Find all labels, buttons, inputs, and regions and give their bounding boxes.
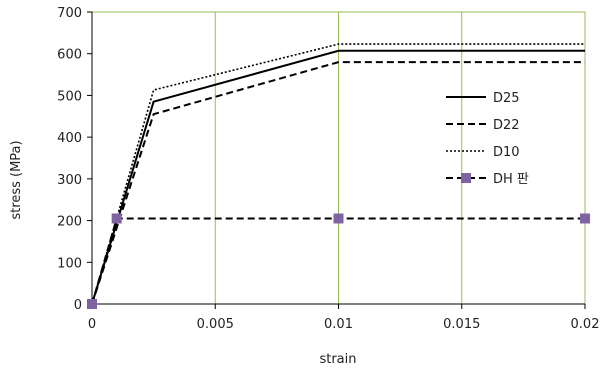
series-marker <box>580 213 590 224</box>
x-tick-label: 0 <box>88 317 96 332</box>
x-tick-label: 0.015 <box>443 317 480 332</box>
series-marker <box>333 213 344 224</box>
y-tick-label: 400 <box>57 131 82 146</box>
legend-label: D22 <box>493 118 520 133</box>
y-tick-label: 0 <box>74 298 82 313</box>
legend-label: D25 <box>493 91 520 106</box>
legend-marker <box>461 173 471 183</box>
x-tick-label: 0.01 <box>324 317 353 332</box>
series-marker <box>87 299 97 309</box>
y-tick-label: 200 <box>57 215 82 230</box>
legend: D25 D22 D10 DH 판 <box>446 91 529 187</box>
y-tick-label: 600 <box>57 48 82 63</box>
y-tick-label: 100 <box>57 256 82 271</box>
series-marker <box>111 213 122 224</box>
legend-label: DH 판 <box>493 172 529 187</box>
y-tick-label: 500 <box>57 89 82 104</box>
y-tick-label: 700 <box>57 6 82 21</box>
series-line-d25 <box>91 49 585 305</box>
series-line-dh-판 <box>91 217 585 305</box>
legend-label: D10 <box>493 145 520 160</box>
x-tick-label: 0.02 <box>571 317 600 332</box>
series-line-d10 <box>91 43 585 305</box>
series-line-d22 <box>91 61 585 305</box>
x-tick-label: 0.005 <box>197 317 234 332</box>
y-tick-label: 300 <box>57 173 82 188</box>
x-axis-title: strain <box>319 352 356 367</box>
y-axis-title: stress (MPa) <box>9 140 24 219</box>
axis-layer: 0 100 200 300 400 500 600 700 0 0.005 0.01 0.015 0.0… <box>57 6 599 332</box>
series-layer <box>87 43 590 309</box>
